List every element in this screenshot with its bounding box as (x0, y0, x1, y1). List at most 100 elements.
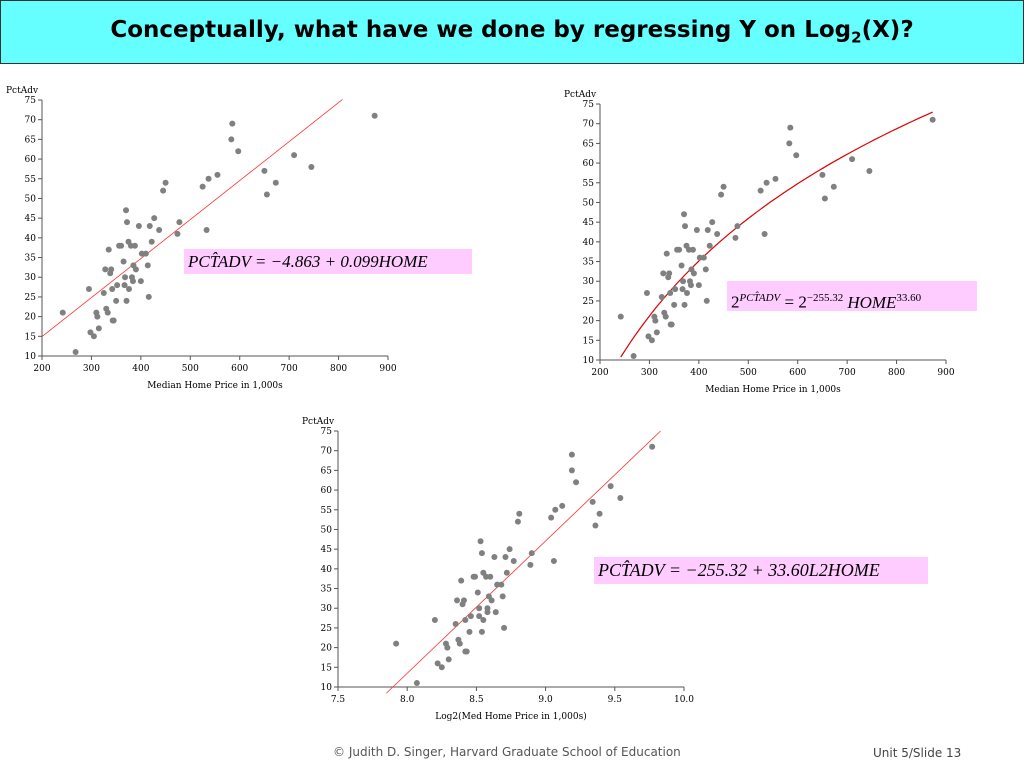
data-point (487, 573, 494, 580)
data-point (830, 183, 837, 190)
data-point (483, 573, 490, 580)
y-tick-label: 40 (583, 238, 595, 248)
data-point (680, 278, 687, 285)
y-tick-label: 35 (25, 254, 37, 264)
data-point (718, 191, 725, 198)
x-tick-label: 7.5 (331, 695, 346, 705)
data-point (462, 617, 469, 624)
data-point (499, 593, 506, 600)
data-point (527, 561, 534, 568)
data-point (704, 227, 711, 234)
data-point (478, 550, 485, 557)
data-point (683, 290, 690, 297)
y-tick-label: 50 (583, 198, 595, 208)
data-point (434, 660, 441, 667)
title-bar: Conceptually, what have we done by regre… (0, 0, 1024, 64)
data-point (568, 451, 575, 458)
y-tick-label: 20 (583, 317, 595, 327)
x-axis-label: Median Home Price in 1,000s (705, 385, 841, 395)
data-point (672, 286, 679, 293)
data-point (617, 494, 624, 501)
y-tick-label: 60 (583, 159, 595, 169)
x-tick-label: 900 (937, 368, 954, 378)
data-point (393, 640, 400, 647)
data-point (700, 254, 707, 261)
x-tick-label: 300 (83, 364, 100, 374)
data-point (94, 313, 101, 320)
eq2-exponent-2: −255.32 (806, 292, 844, 304)
y-tick-label: 25 (583, 297, 595, 307)
data-point (787, 124, 794, 131)
data-point (113, 297, 120, 304)
data-point (687, 282, 694, 289)
data-point (660, 270, 667, 277)
equation-linear: PCT̂ADV = −4.863 + 0.099HOME (184, 249, 472, 274)
x-tick-label: 200 (591, 368, 608, 378)
data-point (548, 514, 555, 521)
y-axis-label: PctAdv (564, 90, 597, 100)
y-tick-label: 15 (583, 336, 595, 346)
data-point (866, 167, 873, 174)
data-point (467, 613, 474, 620)
data-point (474, 589, 481, 596)
data-point (123, 297, 130, 304)
data-point (668, 321, 675, 328)
y-tick-label: 20 (25, 313, 37, 323)
data-point (477, 538, 484, 545)
data-point (667, 290, 674, 297)
slide-title-subscript: 2 (851, 28, 862, 47)
equation-log2: PCT̂ADV = −255.32 + 33.60L2HOME (594, 557, 928, 584)
data-point (550, 557, 557, 564)
data-point (132, 266, 139, 273)
eq2-base: 2 (731, 292, 740, 312)
data-point (679, 286, 686, 293)
y-tick-label: 30 (321, 604, 333, 614)
data-point (59, 309, 66, 316)
data-point (480, 617, 487, 624)
x-tick-label: 400 (690, 368, 707, 378)
data-point (849, 156, 856, 163)
data-point (144, 262, 151, 269)
data-point (491, 554, 498, 561)
data-point (205, 175, 212, 182)
data-point (488, 597, 495, 604)
data-point (819, 171, 826, 178)
x-tick-label: 800 (330, 364, 347, 374)
data-point (100, 289, 107, 296)
data-point (528, 550, 535, 557)
x-tick-label: 10.0 (674, 695, 694, 705)
data-point (156, 226, 163, 233)
slide-title-end: (X)? (861, 17, 914, 44)
y-tick-label: 45 (25, 214, 37, 224)
x-tick-label: 700 (281, 364, 298, 374)
data-point (492, 609, 499, 616)
y-tick-label: 10 (25, 352, 37, 362)
data-point (607, 483, 614, 490)
y-axis-label: PctAdv (302, 417, 335, 427)
scatter-chart-log2-home-price: PctAdv 10 15 20 25 30 35 40 45 50 55 60 65 70 75 7.5 8.0… (302, 417, 694, 722)
data-point (108, 266, 115, 273)
y-tick-label: 65 (583, 139, 595, 149)
y-tick-label: 60 (321, 486, 333, 496)
data-point (821, 195, 828, 202)
data-point (676, 246, 683, 253)
x-tick-label: 500 (740, 368, 757, 378)
data-point (732, 234, 739, 241)
y-tick-label: 55 (583, 179, 595, 189)
data-point (308, 163, 315, 170)
x-tick-label: 900 (379, 364, 396, 374)
y-tick-label: 45 (583, 218, 595, 228)
data-point (709, 219, 716, 226)
data-point (85, 286, 92, 293)
equation-exponential: 2PCT̂ADV = 2−255.32 HOME33.60 (727, 281, 977, 312)
y-tick-label: 30 (583, 277, 595, 287)
data-point (463, 648, 470, 655)
y-tick-label: 35 (583, 258, 595, 268)
data-point (793, 152, 800, 159)
x-axis-label: Log2(Med Home Price in 1,000s) (435, 711, 586, 722)
data-point (681, 211, 688, 218)
x-axis-label: Median Home Price in 1,000s (147, 381, 283, 391)
data-point (617, 313, 624, 320)
x-tick-label: 300 (641, 368, 658, 378)
data-point (458, 577, 465, 584)
